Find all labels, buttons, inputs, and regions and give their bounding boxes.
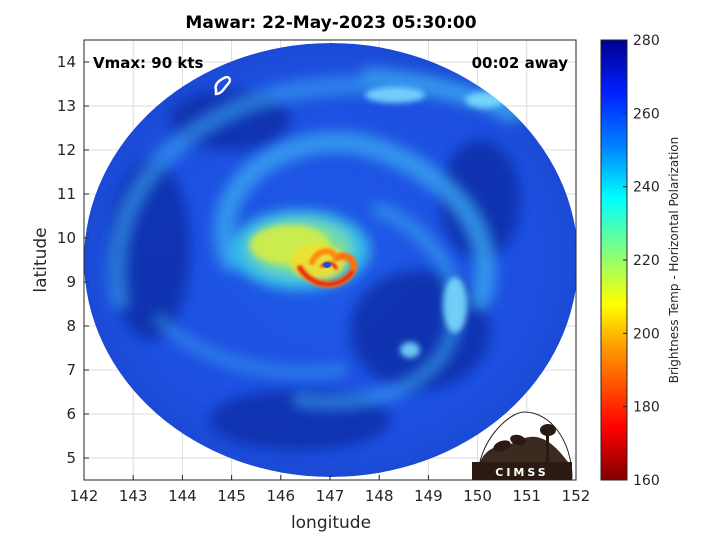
colorbar	[600, 39, 628, 481]
y-tick-label: 9	[66, 273, 76, 291]
y-tick-label: 11	[57, 185, 76, 203]
colorbar-tick-label: 280	[633, 33, 660, 49]
brightness-temperature-swath	[84, 43, 576, 477]
x-tick-label: 150	[463, 487, 492, 505]
x-tick-label: 142	[70, 487, 99, 505]
colorbar-tick-label: 220	[633, 253, 660, 269]
vmax-annotation: Vmax: 90 kts	[93, 54, 203, 72]
x-tick-label: 147	[316, 487, 345, 505]
x-tick-label: 146	[266, 487, 295, 505]
island-outline	[214, 75, 232, 96]
x-axis-label: longitude	[291, 513, 371, 533]
y-tick-label: 13	[57, 97, 76, 115]
y-axis-label: latitude	[31, 227, 51, 292]
colorbar-label: Brightness Temp - Horizontal Polarizatio…	[667, 137, 681, 384]
colorbar-tick-label: 200	[633, 326, 660, 342]
time-away-annotation: 00:02 away	[472, 54, 569, 72]
x-tick-label: 151	[512, 487, 541, 505]
y-tick-label: 12	[57, 141, 76, 159]
colorbar-tick-label: 260	[633, 106, 660, 122]
x-tick-label: 144	[168, 487, 197, 505]
x-tick-label: 152	[562, 487, 591, 505]
y-tick-label: 14	[57, 53, 76, 71]
colorbar-tick-label: 180	[633, 400, 660, 416]
cimss-logo: CIMSS	[472, 411, 573, 480]
colorbar-tick-label: 240	[633, 180, 660, 196]
x-tick-label: 145	[217, 487, 246, 505]
x-axis-ticks: 142 143 144 145 146 147 148 149 150 151 152	[70, 475, 591, 505]
x-tick-label: 149	[414, 487, 443, 505]
y-axis-ticks: 5 6 7 8 9 10 11 12 13 14	[57, 53, 89, 467]
y-tick-label: 8	[66, 317, 76, 335]
x-tick-label: 148	[365, 487, 394, 505]
y-tick-label: 10	[57, 229, 76, 247]
colorbar-tick-label: 160	[633, 473, 660, 489]
map-title: Mawar: 22-May-2023 05:30:00	[185, 13, 476, 33]
x-tick-label: 143	[119, 487, 148, 505]
storm-eye	[323, 262, 331, 268]
y-tick-label: 7	[66, 361, 76, 379]
colorbar-ticks: 160 180 200 220 240 260 280	[623, 33, 660, 489]
cimss-logo-text: CIMSS	[495, 466, 548, 479]
y-tick-label: 6	[66, 405, 76, 423]
y-tick-label: 5	[66, 449, 76, 467]
